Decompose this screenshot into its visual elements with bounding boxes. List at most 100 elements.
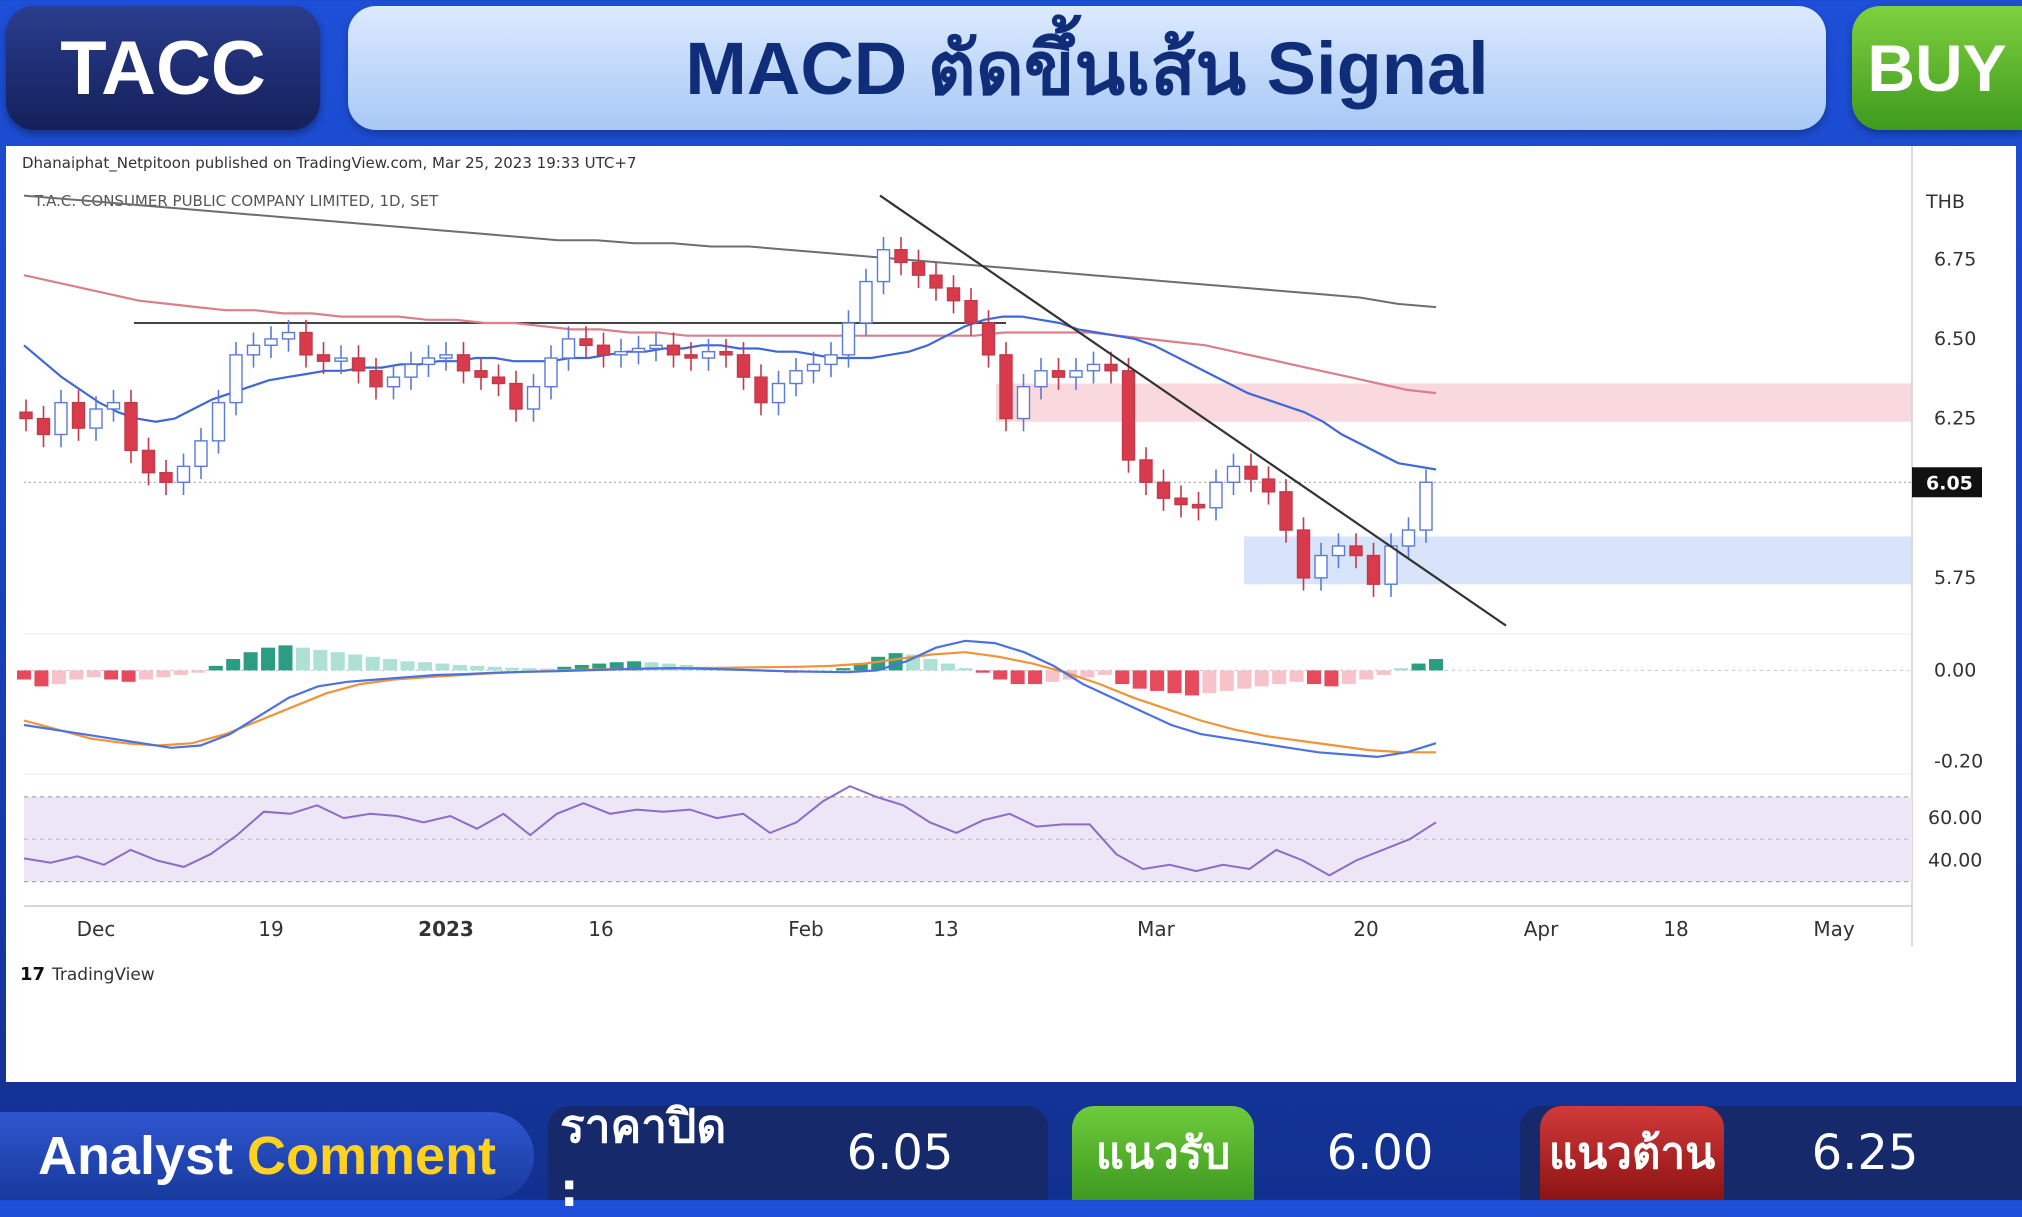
footer-bar: Analyst Comment ราคาปิด : 6.05 แนวรับ 6.…: [0, 1098, 2022, 1217]
candle-body: [631, 347, 646, 353]
macd-signal-line: [23, 651, 1436, 754]
ma-long-line: [23, 194, 1437, 309]
candle-body: [841, 322, 856, 356]
candle: [1104, 351, 1118, 384]
candle: [89, 396, 103, 441]
macd-histogram-bar: [993, 670, 1008, 680]
macd-histogram-bar: [34, 670, 49, 687]
candle: [1121, 358, 1136, 473]
macd-histogram-bar: [1254, 670, 1269, 687]
x-tick-label: Feb: [788, 917, 823, 941]
candle: [404, 351, 418, 390]
candle: [1296, 517, 1311, 591]
macd-histogram-bar: [1324, 670, 1339, 687]
candle: [1226, 453, 1241, 496]
macd-histogram-bar: [1394, 668, 1409, 671]
x-tick-label: 2023: [418, 917, 474, 941]
candle: [981, 310, 996, 368]
candle: [1279, 479, 1293, 543]
macd-histogram-bar: [226, 659, 241, 671]
rsi-tick-label: 40.00: [1928, 850, 1982, 872]
last-price-tag: [1912, 467, 1982, 498]
candle-body: [334, 357, 348, 362]
macd-histogram-bar: [923, 659, 938, 671]
macd-histogram-bar: [156, 670, 171, 678]
candle: [491, 364, 506, 397]
macd-histogram-bar: [1306, 670, 1321, 685]
candle: [1366, 542, 1381, 597]
candle: [421, 345, 436, 378]
ma-short-line: [23, 315, 1437, 471]
candle-body: [859, 280, 873, 324]
candle: [264, 326, 278, 359]
x-tick-label: 20: [1353, 917, 1378, 941]
candle-body: [684, 354, 698, 359]
candle: [1401, 517, 1416, 559]
support-value: 6.00: [1326, 1125, 1434, 1181]
candle: [684, 342, 698, 371]
candle-body: [159, 472, 173, 483]
close-price-panel: [548, 1106, 1048, 1200]
macd-histogram-bar: [539, 668, 554, 671]
candle-body: [1226, 465, 1241, 483]
candle: [719, 338, 733, 368]
candle: [736, 342, 751, 390]
tradingview-brand-text: TradingView: [51, 965, 155, 985]
candle-body: [1209, 481, 1223, 509]
macd-histogram-bar: [1359, 670, 1374, 680]
candle-body: [771, 382, 786, 404]
candle: [859, 268, 873, 336]
candle-body: [439, 354, 453, 359]
candle: [439, 342, 453, 371]
macd-histogram-bar: [487, 666, 502, 671]
macd-histogram-bar: [243, 652, 258, 671]
candle-body: [736, 354, 751, 378]
candle: [1419, 469, 1433, 543]
x-tick-label: Dec: [77, 917, 116, 941]
macd-histogram-bar: [435, 663, 450, 671]
macd-histogram-bar: [609, 662, 624, 671]
candle-body: [246, 344, 261, 356]
macd-histogram-bar: [1028, 670, 1043, 685]
candle: [124, 389, 138, 464]
macd-histogram-bar: [1202, 670, 1217, 694]
macd-histogram-bar: [104, 670, 119, 680]
candle: [36, 405, 51, 448]
close-price-label: ราคาปิด :: [560, 1098, 727, 1217]
candle-body: [1016, 385, 1031, 420]
candle: [824, 342, 838, 378]
candle-body: [316, 354, 331, 362]
macd-histogram-bar: [592, 663, 607, 671]
x-tick-label: 19: [258, 917, 283, 941]
macd-histogram-bar: [975, 670, 990, 673]
price-tick-label: 5.75: [1934, 567, 1976, 589]
candle-body: [474, 370, 488, 378]
candle-body: [89, 408, 103, 429]
candle: [596, 332, 611, 368]
candle: [771, 370, 786, 416]
candle-body: [19, 411, 33, 420]
candle-body: [1366, 554, 1381, 585]
macd-histogram-bar: [208, 665, 223, 671]
buy-signal-badge: BUY: [1852, 6, 2022, 130]
candle-body: [561, 338, 576, 359]
candle-body: [1174, 497, 1188, 506]
macd-histogram-bar: [330, 652, 345, 671]
candle: [1261, 466, 1276, 505]
candle: [106, 389, 121, 422]
macd-histogram-bar: [1341, 670, 1356, 685]
candle-body: [1384, 545, 1398, 585]
candle-body: [491, 376, 506, 385]
macd-histogram-bar: [940, 663, 955, 671]
macd-histogram-bar: [661, 663, 676, 671]
candle-body: [579, 338, 593, 346]
macd-histogram-bar: [261, 647, 276, 671]
candle-body: [1086, 363, 1101, 372]
currency-label: THB: [1925, 191, 1965, 213]
candle-body: [509, 382, 523, 410]
candle: [281, 319, 296, 352]
support-zone: [1244, 536, 1912, 585]
candle-body: [946, 287, 961, 302]
candle-body: [1069, 370, 1083, 378]
candle: [1139, 447, 1153, 496]
